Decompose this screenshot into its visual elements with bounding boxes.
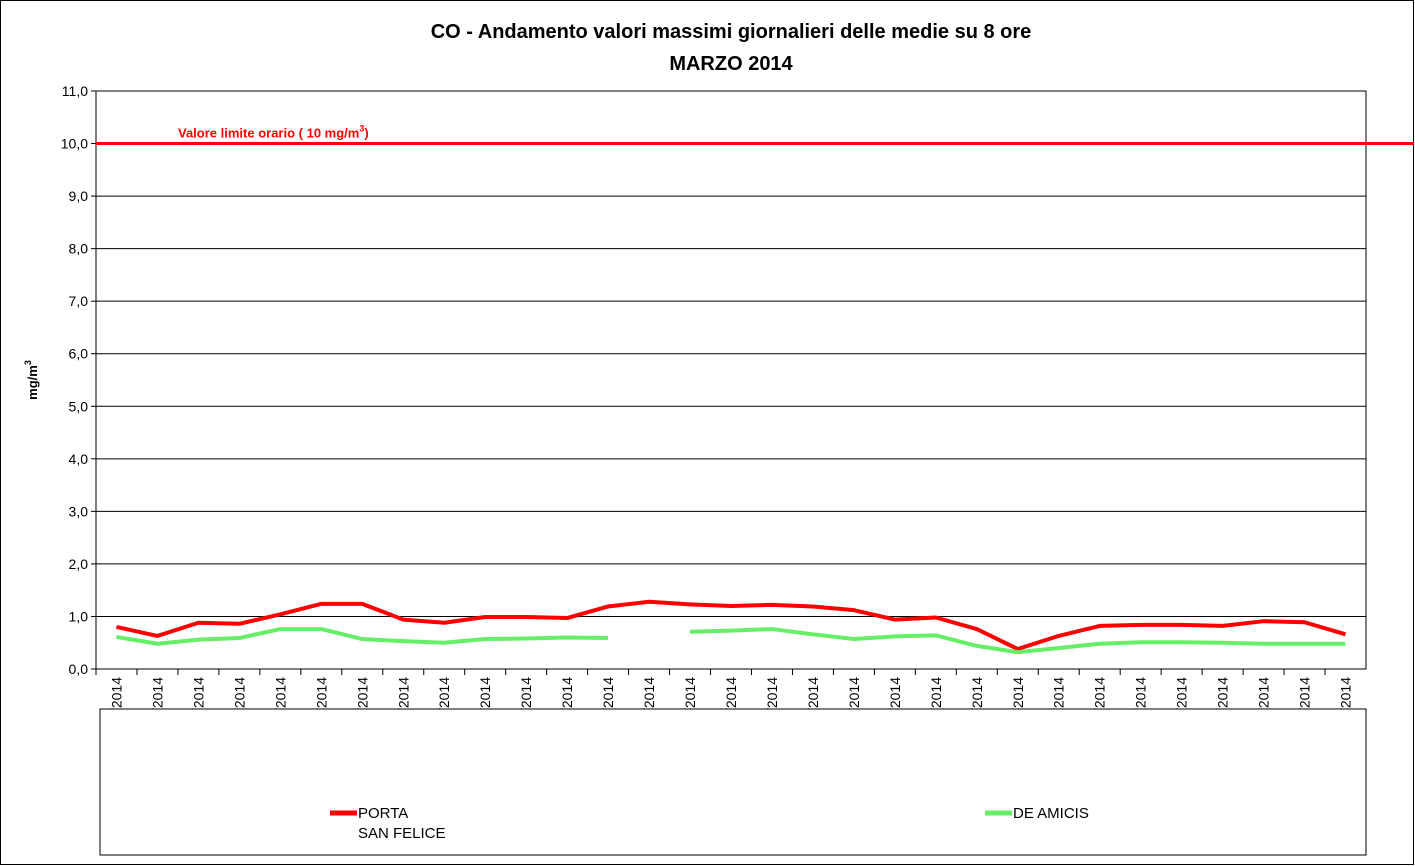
series-line (116, 599, 1347, 652)
y-tick-label: 1,0 (69, 608, 89, 624)
y-tick-label: 6,0 (69, 346, 89, 362)
y-tick-label: 7,0 (69, 293, 89, 309)
chart-title: CO - Andamento valori massimi giornalier… (431, 21, 1032, 43)
plot-area (95, 90, 1367, 670)
y-axis-label-text: mg/m (25, 365, 40, 400)
y-tick-label: 8,0 (69, 241, 89, 257)
y-tick-label: 2,0 (69, 556, 89, 572)
y-tick-label: 4,0 (69, 451, 89, 467)
y-tick-label: 3,0 (69, 503, 89, 519)
reference-label-text: Valore limite orario ( 10 mg/m (178, 126, 359, 141)
reference-label-sup: 3 (359, 124, 364, 134)
y-axis-label-sup: 3 (23, 360, 33, 365)
y-tick-label: 9,0 (69, 188, 89, 204)
series-line (116, 627, 609, 646)
legend-label-line: PORTA (358, 805, 408, 822)
y-tick-label: 11,0 (62, 83, 88, 99)
reference-label: Valore limite orario ( 10 mg/m3) (178, 124, 369, 141)
y-axis-label: mg/m3 (23, 360, 40, 400)
chart-subtitle: MARZO 2014 (669, 53, 793, 75)
series-line (689, 627, 1346, 655)
legend-label: DE AMICIS (1013, 805, 1089, 822)
legend-label-line: SAN FELICE (358, 825, 446, 842)
legend-label: PORTA SAN FELICE (358, 805, 446, 842)
y-tick-label: 0,0 (69, 661, 89, 677)
legend-box (99, 708, 1367, 856)
y-tick-label: 5,0 (69, 398, 89, 414)
y-tick-label: 10,0 (61, 136, 88, 152)
reference-label-end: ) (364, 126, 368, 141)
